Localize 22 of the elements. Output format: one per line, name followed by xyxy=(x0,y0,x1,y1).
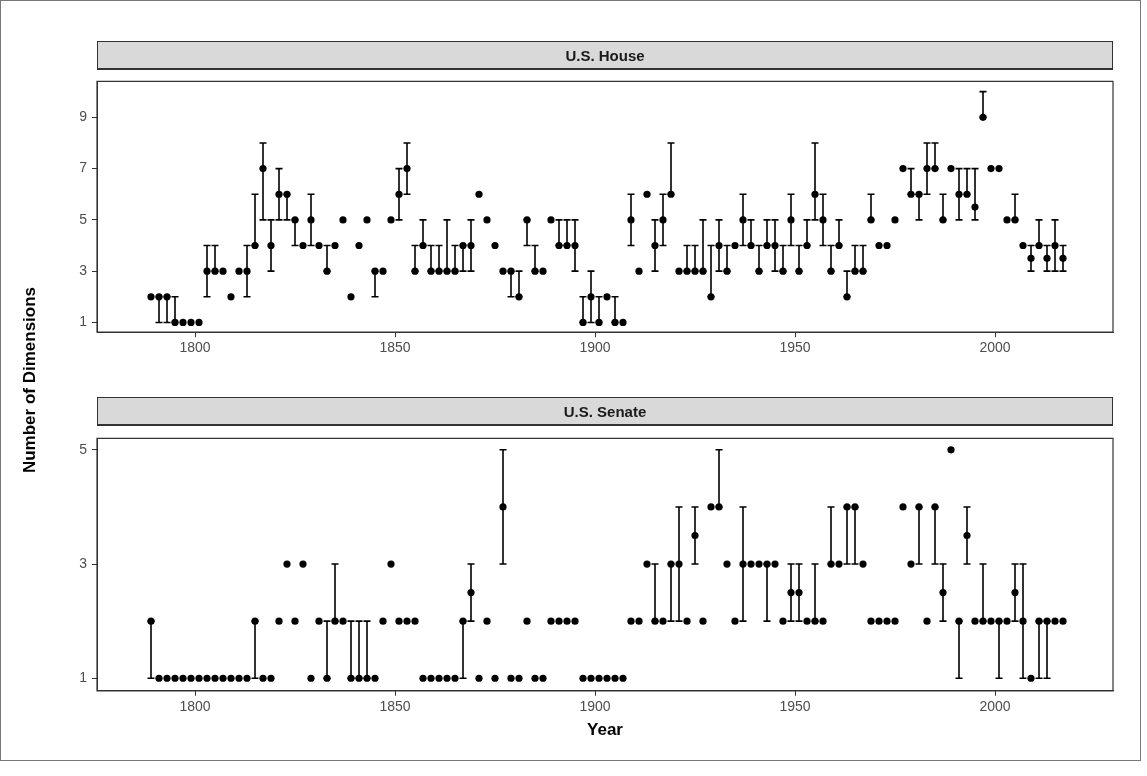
x-tick-label: 1900 xyxy=(579,339,611,356)
y-tick-label: 1 xyxy=(79,669,88,686)
x-tick-label: 2000 xyxy=(979,339,1011,356)
y-tick-label: 7 xyxy=(79,159,88,176)
y-axis-title: Number of Dimensions xyxy=(20,286,40,474)
x-tick-label: 1950 xyxy=(779,698,811,715)
y-tick-label: 5 xyxy=(79,210,88,227)
chart-title: U.S. House xyxy=(97,41,1113,70)
y-tick-label: 1 xyxy=(79,313,88,330)
x-tick-label: 1850 xyxy=(379,698,411,715)
x-tick-label: 1900 xyxy=(579,698,611,715)
x-axis-title: Year xyxy=(587,720,624,740)
chart-title: U.S. Senate xyxy=(97,397,1113,426)
x-tick-label: 2000 xyxy=(979,698,1011,715)
x-tick-label: 1800 xyxy=(179,698,211,715)
y-tick-label: 3 xyxy=(79,262,88,279)
y-tick-label: 9 xyxy=(79,108,88,125)
x-tick-label: 1950 xyxy=(779,339,811,356)
y-tick-label: 3 xyxy=(79,554,88,571)
y-tick-label: 5 xyxy=(79,440,88,457)
x-tick-label: 1800 xyxy=(179,339,211,356)
x-tick-label: 1850 xyxy=(379,339,411,356)
